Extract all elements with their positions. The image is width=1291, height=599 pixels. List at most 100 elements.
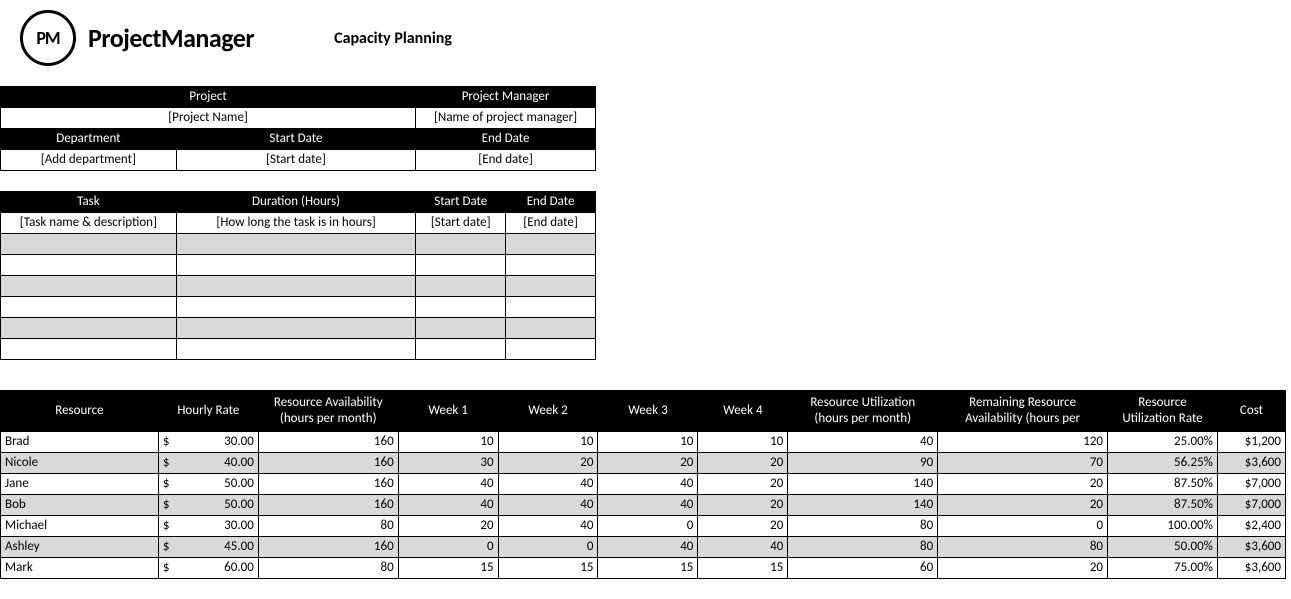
- cell-utilization[interactable]: 140: [788, 495, 938, 516]
- cell-remaining[interactable]: 20: [938, 558, 1108, 579]
- cell-availability[interactable]: 80: [258, 558, 398, 579]
- cell-week1[interactable]: 40: [398, 495, 498, 516]
- cell-cost[interactable]: $3,600: [1217, 537, 1285, 558]
- cell-week2[interactable]: 40: [498, 474, 598, 495]
- cell-utilization[interactable]: 80: [788, 537, 938, 558]
- cell-week2[interactable]: 10: [498, 432, 598, 453]
- cell-cost[interactable]: $7,000: [1217, 474, 1285, 495]
- cell-week1[interactable]: 0: [398, 537, 498, 558]
- cell-week3[interactable]: 10: [598, 432, 698, 453]
- cell-week3[interactable]: 40: [598, 537, 698, 558]
- cell-utilization-rate[interactable]: 87.50%: [1108, 495, 1218, 516]
- cell-task-end[interactable]: [End date]: [506, 213, 596, 234]
- cell-remaining[interactable]: 20: [938, 495, 1108, 516]
- task-cell[interactable]: [1, 339, 177, 360]
- cell-utilization-rate[interactable]: 87.50%: [1108, 474, 1218, 495]
- cell-utilization[interactable]: 140: [788, 474, 938, 495]
- cell-resource-name[interactable]: Jane: [1, 474, 159, 495]
- cell-week2[interactable]: 40: [498, 516, 598, 537]
- cell-utilization-rate[interactable]: 100.00%: [1108, 516, 1218, 537]
- cell-week3[interactable]: 20: [598, 453, 698, 474]
- cell-hourly-rate[interactable]: $60.00: [158, 558, 258, 579]
- cell-utilization-rate[interactable]: 56.25%: [1108, 453, 1218, 474]
- task-cell[interactable]: [1, 297, 177, 318]
- cell-week2[interactable]: 0: [498, 537, 598, 558]
- cell-project-name[interactable]: [Project Name]: [1, 108, 416, 129]
- task-cell[interactable]: [416, 297, 506, 318]
- cell-availability[interactable]: 160: [258, 537, 398, 558]
- cell-resource-name[interactable]: Nicole: [1, 453, 159, 474]
- cell-week1[interactable]: 30: [398, 453, 498, 474]
- cell-remaining[interactable]: 120: [938, 432, 1108, 453]
- task-cell[interactable]: [1, 234, 177, 255]
- task-cell[interactable]: [1, 255, 177, 276]
- cell-start-date[interactable]: [Start date]: [176, 150, 415, 171]
- cell-remaining[interactable]: 0: [938, 516, 1108, 537]
- cell-week2[interactable]: 40: [498, 495, 598, 516]
- cell-project-manager[interactable]: [Name of project manager]: [416, 108, 596, 129]
- task-cell[interactable]: [176, 318, 416, 339]
- cell-hourly-rate[interactable]: $30.00: [158, 516, 258, 537]
- cell-week4[interactable]: 20: [698, 453, 788, 474]
- cell-utilization-rate[interactable]: 50.00%: [1108, 537, 1218, 558]
- task-cell[interactable]: [506, 339, 596, 360]
- cell-week3[interactable]: 40: [598, 495, 698, 516]
- cell-availability[interactable]: 160: [258, 495, 398, 516]
- task-cell[interactable]: [1, 318, 177, 339]
- cell-department[interactable]: [Add department]: [1, 150, 177, 171]
- task-cell[interactable]: [416, 318, 506, 339]
- cell-remaining[interactable]: 70: [938, 453, 1108, 474]
- task-cell[interactable]: [506, 318, 596, 339]
- cell-utilization[interactable]: 80: [788, 516, 938, 537]
- cell-utilization-rate[interactable]: 25.00%: [1108, 432, 1218, 453]
- cell-week3[interactable]: 40: [598, 474, 698, 495]
- cell-availability[interactable]: 160: [258, 474, 398, 495]
- cell-resource-name[interactable]: Michael: [1, 516, 159, 537]
- cell-hourly-rate[interactable]: $40.00: [158, 453, 258, 474]
- cell-cost[interactable]: $7,000: [1217, 495, 1285, 516]
- task-cell[interactable]: [416, 234, 506, 255]
- cell-week1[interactable]: 20: [398, 516, 498, 537]
- cell-cost[interactable]: $2,400: [1217, 516, 1285, 537]
- task-cell[interactable]: [506, 276, 596, 297]
- task-cell[interactable]: [416, 255, 506, 276]
- cell-week4[interactable]: 20: [698, 516, 788, 537]
- cell-week4[interactable]: 20: [698, 474, 788, 495]
- task-cell[interactable]: [1, 276, 177, 297]
- cell-hourly-rate[interactable]: $50.00: [158, 495, 258, 516]
- cell-resource-name[interactable]: Mark: [1, 558, 159, 579]
- cell-week4[interactable]: 20: [698, 495, 788, 516]
- task-cell[interactable]: [176, 339, 416, 360]
- cell-week4[interactable]: 40: [698, 537, 788, 558]
- task-cell[interactable]: [506, 297, 596, 318]
- task-cell[interactable]: [416, 339, 506, 360]
- cell-cost[interactable]: $3,600: [1217, 453, 1285, 474]
- cell-week4[interactable]: 15: [698, 558, 788, 579]
- cell-week4[interactable]: 10: [698, 432, 788, 453]
- cell-utilization[interactable]: 90: [788, 453, 938, 474]
- cell-availability[interactable]: 80: [258, 516, 398, 537]
- cell-hourly-rate[interactable]: $30.00: [158, 432, 258, 453]
- cell-task-start[interactable]: [Start date]: [416, 213, 506, 234]
- task-cell[interactable]: [506, 255, 596, 276]
- cell-week3[interactable]: 0: [598, 516, 698, 537]
- cell-week2[interactable]: 20: [498, 453, 598, 474]
- cell-week1[interactable]: 10: [398, 432, 498, 453]
- cell-availability[interactable]: 160: [258, 453, 398, 474]
- cell-week3[interactable]: 15: [598, 558, 698, 579]
- cell-week2[interactable]: 15: [498, 558, 598, 579]
- cell-resource-name[interactable]: Ashley: [1, 537, 159, 558]
- cell-utilization[interactable]: 60: [788, 558, 938, 579]
- cell-end-date[interactable]: [End date]: [416, 150, 596, 171]
- cell-week1[interactable]: 15: [398, 558, 498, 579]
- cell-resource-name[interactable]: Bob: [1, 495, 159, 516]
- cell-utilization[interactable]: 40: [788, 432, 938, 453]
- cell-utilization-rate[interactable]: 75.00%: [1108, 558, 1218, 579]
- cell-remaining[interactable]: 80: [938, 537, 1108, 558]
- task-cell[interactable]: [176, 297, 416, 318]
- cell-hourly-rate[interactable]: $50.00: [158, 474, 258, 495]
- cell-week1[interactable]: 40: [398, 474, 498, 495]
- cell-remaining[interactable]: 20: [938, 474, 1108, 495]
- cell-task-name[interactable]: [Task name & description]: [1, 213, 177, 234]
- cell-resource-name[interactable]: Brad: [1, 432, 159, 453]
